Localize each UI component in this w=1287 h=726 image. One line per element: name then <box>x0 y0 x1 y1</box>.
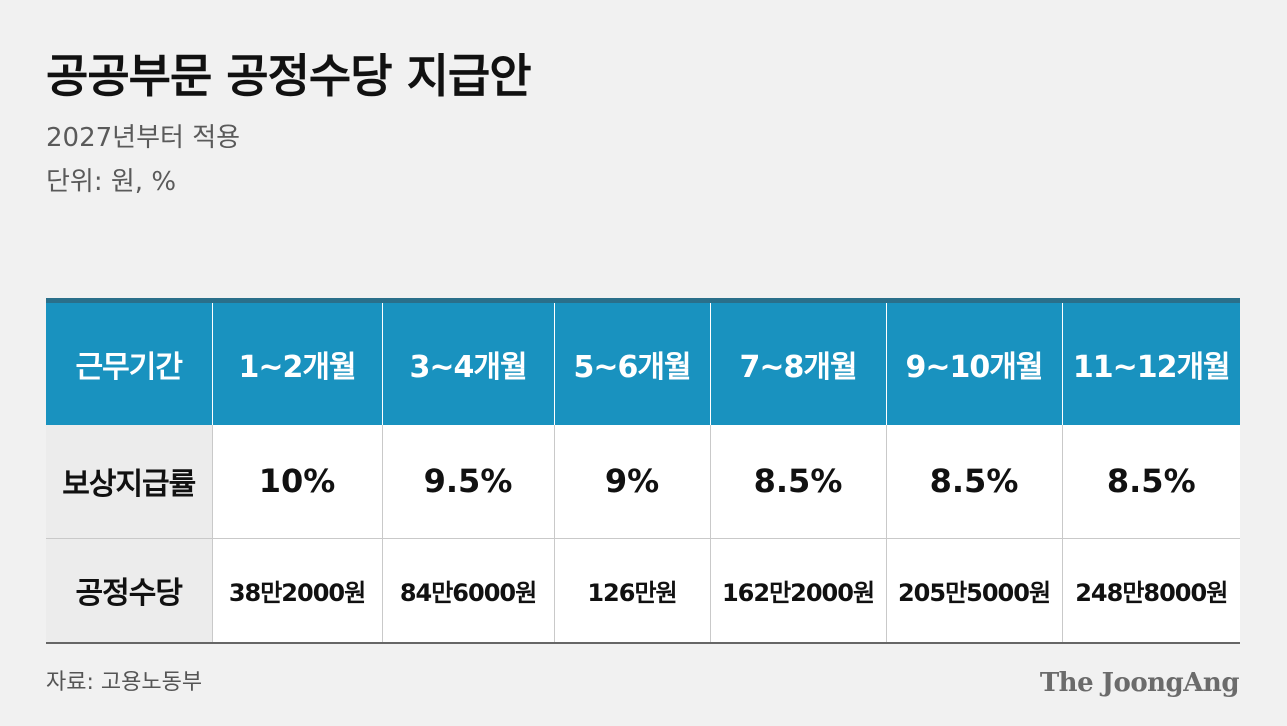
page-title: 공공부문 공정수당 지급안 <box>46 49 532 103</box>
table-cell: 9.5% <box>381 424 554 539</box>
unit-note: 단위: 원, % <box>46 167 177 197</box>
applied-from-note: 2027년부터 적용 <box>46 123 241 153</box>
header-cell: 9~10개월 <box>885 298 1062 425</box>
table-row-rate: 보상지급률 10% 9.5% 9% 8.5% 8.5% 8.5% <box>46 424 1240 539</box>
table-cell: 8.5% <box>709 424 886 539</box>
header-cell: 3~4개월 <box>381 298 554 425</box>
table-cell: 8.5% <box>885 424 1062 539</box>
subtitle: 2027년부터 적용 단위: 원, % <box>46 116 240 204</box>
row-label: 공정수당 <box>46 538 212 644</box>
header-cell: 7~8개월 <box>709 298 886 425</box>
table-header-row: 근무기간 1~2개월 3~4개월 5~6개월 7~8개월 9~10개월 11~1… <box>46 298 1240 425</box>
table-row-allowance: 공정수당 38만2000원 84만6000원 126만원 162만2000원 2… <box>46 538 1240 644</box>
table-cell: 248만8000원 <box>1061 538 1240 644</box>
header-cell: 5~6개월 <box>553 298 710 425</box>
publisher-logo: The JoongAng <box>1039 668 1240 698</box>
header-cell: 11~12개월 <box>1061 298 1240 425</box>
header-cell-period-label: 근무기간 <box>46 298 212 425</box>
table-cell: 8.5% <box>1061 424 1240 539</box>
table-cell: 10% <box>211 424 382 539</box>
table-cell: 38만2000원 <box>211 538 382 644</box>
row-label: 보상지급률 <box>46 424 212 539</box>
source-note: 자료: 고용노동부 <box>46 670 203 695</box>
table-cell: 205만5000원 <box>885 538 1062 644</box>
table-cell: 162만2000원 <box>709 538 886 644</box>
allowance-table: 근무기간 1~2개월 3~4개월 5~6개월 7~8개월 9~10개월 11~1… <box>46 298 1240 644</box>
header-cell: 1~2개월 <box>211 298 382 425</box>
table-cell: 126만원 <box>553 538 710 644</box>
table-cell: 9% <box>553 424 710 539</box>
table-cell: 84만6000원 <box>381 538 554 644</box>
